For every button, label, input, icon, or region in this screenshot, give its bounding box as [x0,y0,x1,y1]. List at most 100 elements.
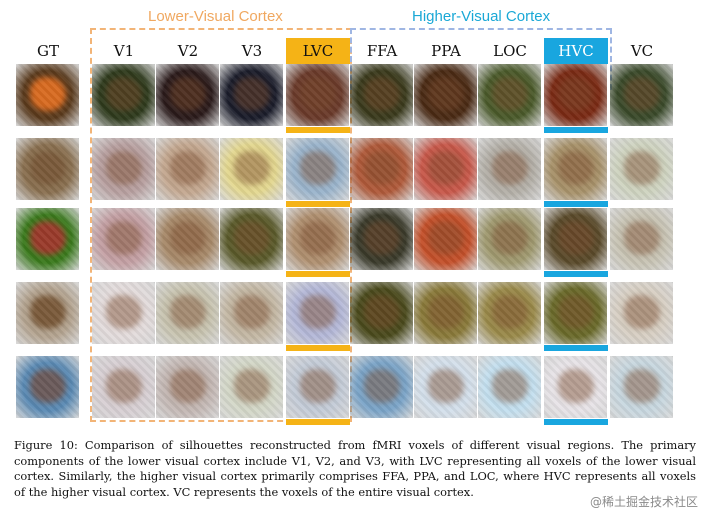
hvc-highlight-stripe [544,127,608,133]
reconstruction-image-airplane-vc [610,356,673,418]
reconstruction-image-owl-hvc [544,138,607,200]
reconstruction-image-owl-v2 [156,138,219,200]
reconstruction-image-owl-lvc [286,138,349,200]
reconstruction-image-owl-vc [610,138,673,200]
reconstruction-image-lizard-v2 [156,208,219,270]
reconstruction-image-lizard-loc [478,208,541,270]
reconstruction-image-bird-loc [478,64,541,126]
reconstruction-image-lizard-ppa [414,208,477,270]
silhouette-airplane [492,369,528,403]
silhouette-bird [170,77,206,111]
silhouette-bird [492,77,528,111]
silhouette-owl [558,151,594,185]
reconstruction-image-insect-v3 [220,282,283,344]
watermark: @稀土掘金技术社区 [589,495,698,509]
column-header-loc: LOC [493,42,527,60]
ground-truth-image-owl-gt [16,138,79,200]
lvc-highlight-stripe [286,201,350,207]
lvc-highlight-stripe [286,345,350,351]
silhouette-owl [492,151,528,185]
reconstruction-image-bird-ffa [350,64,413,126]
ground-truth-image-airplane-gt [16,356,79,418]
silhouette-owl [106,151,142,185]
reconstruction-image-insect-ppa [414,282,477,344]
silhouette-insect [30,295,66,329]
silhouette-insect [492,295,528,329]
silhouette-lizard [300,221,336,255]
reconstruction-image-bird-hvc [544,64,607,126]
lvc-highlight-stripe [286,127,350,133]
silhouette-insect [428,295,464,329]
silhouette-airplane [170,369,206,403]
column-header-v2: V2 [177,42,199,60]
silhouette-bird [428,77,464,111]
silhouette-lizard [558,221,594,255]
silhouette-lizard [234,221,270,255]
silhouette-airplane [624,369,660,403]
reconstruction-image-bird-v1 [92,64,155,126]
silhouette-insect [170,295,206,329]
column-header-hvc: HVC [544,38,608,64]
hvc-highlight-stripe [544,201,608,207]
reconstruction-image-insect-v1 [92,282,155,344]
reconstruction-image-insect-hvc [544,282,607,344]
silhouette-insect [106,295,142,329]
reconstruction-image-airplane-hvc [544,356,607,418]
silhouette-insect [364,295,400,329]
reconstruction-image-bird-v3 [220,64,283,126]
reconstruction-image-owl-ffa [350,138,413,200]
column-header-gt: GT [37,42,59,60]
reconstruction-image-bird-v2 [156,64,219,126]
silhouette-airplane [558,369,594,403]
silhouette-bird [558,77,594,111]
reconstruction-image-insect-ffa [350,282,413,344]
higher-visual-cortex-box [350,28,612,90]
column-header-v1: V1 [113,42,135,60]
silhouette-owl [30,151,66,185]
reconstruction-image-insect-loc [478,282,541,344]
silhouette-insect [300,295,336,329]
reconstruction-image-lizard-v3 [220,208,283,270]
reconstruction-image-insect-lvc [286,282,349,344]
reconstruction-image-insect-v2 [156,282,219,344]
reconstruction-image-airplane-v2 [156,356,219,418]
silhouette-airplane [300,369,336,403]
column-header-v3: V3 [241,42,263,60]
silhouette-bird [234,77,270,111]
reconstruction-image-lizard-vc [610,208,673,270]
column-header-ppa: PPA [431,42,461,60]
silhouette-bird [106,77,142,111]
reconstruction-image-lizard-ffa [350,208,413,270]
ground-truth-image-bird-gt [16,64,79,126]
reconstruction-image-insect-vc [610,282,673,344]
ground-truth-image-lizard-gt [16,208,79,270]
silhouette-lizard [428,221,464,255]
reconstruction-image-owl-v1 [92,138,155,200]
reconstruction-image-airplane-v1 [92,356,155,418]
lvc-highlight-stripe [286,271,350,277]
silhouette-airplane [428,369,464,403]
ground-truth-image-insect-gt [16,282,79,344]
silhouette-bird [30,77,66,111]
silhouette-owl [624,151,660,185]
silhouette-airplane [106,369,142,403]
silhouette-bird [624,77,660,111]
reconstruction-image-owl-loc [478,138,541,200]
lower-visual-cortex-label: Lower-Visual Cortex [148,8,283,25]
higher-visual-cortex-label: Higher-Visual Cortex [412,8,551,25]
reconstruction-image-bird-lvc [286,64,349,126]
reconstruction-image-lizard-lvc [286,208,349,270]
reconstruction-image-lizard-v1 [92,208,155,270]
silhouette-lizard [364,221,400,255]
silhouette-bird [364,77,400,111]
silhouette-insect [624,295,660,329]
silhouette-owl [364,151,400,185]
silhouette-insect [234,295,270,329]
lvc-highlight-stripe [286,419,350,425]
silhouette-lizard [170,221,206,255]
silhouette-bird [300,77,336,111]
silhouette-lizard [492,221,528,255]
reconstruction-image-airplane-ppa [414,356,477,418]
column-header-lvc: LVC [286,38,350,64]
silhouette-lizard [624,221,660,255]
